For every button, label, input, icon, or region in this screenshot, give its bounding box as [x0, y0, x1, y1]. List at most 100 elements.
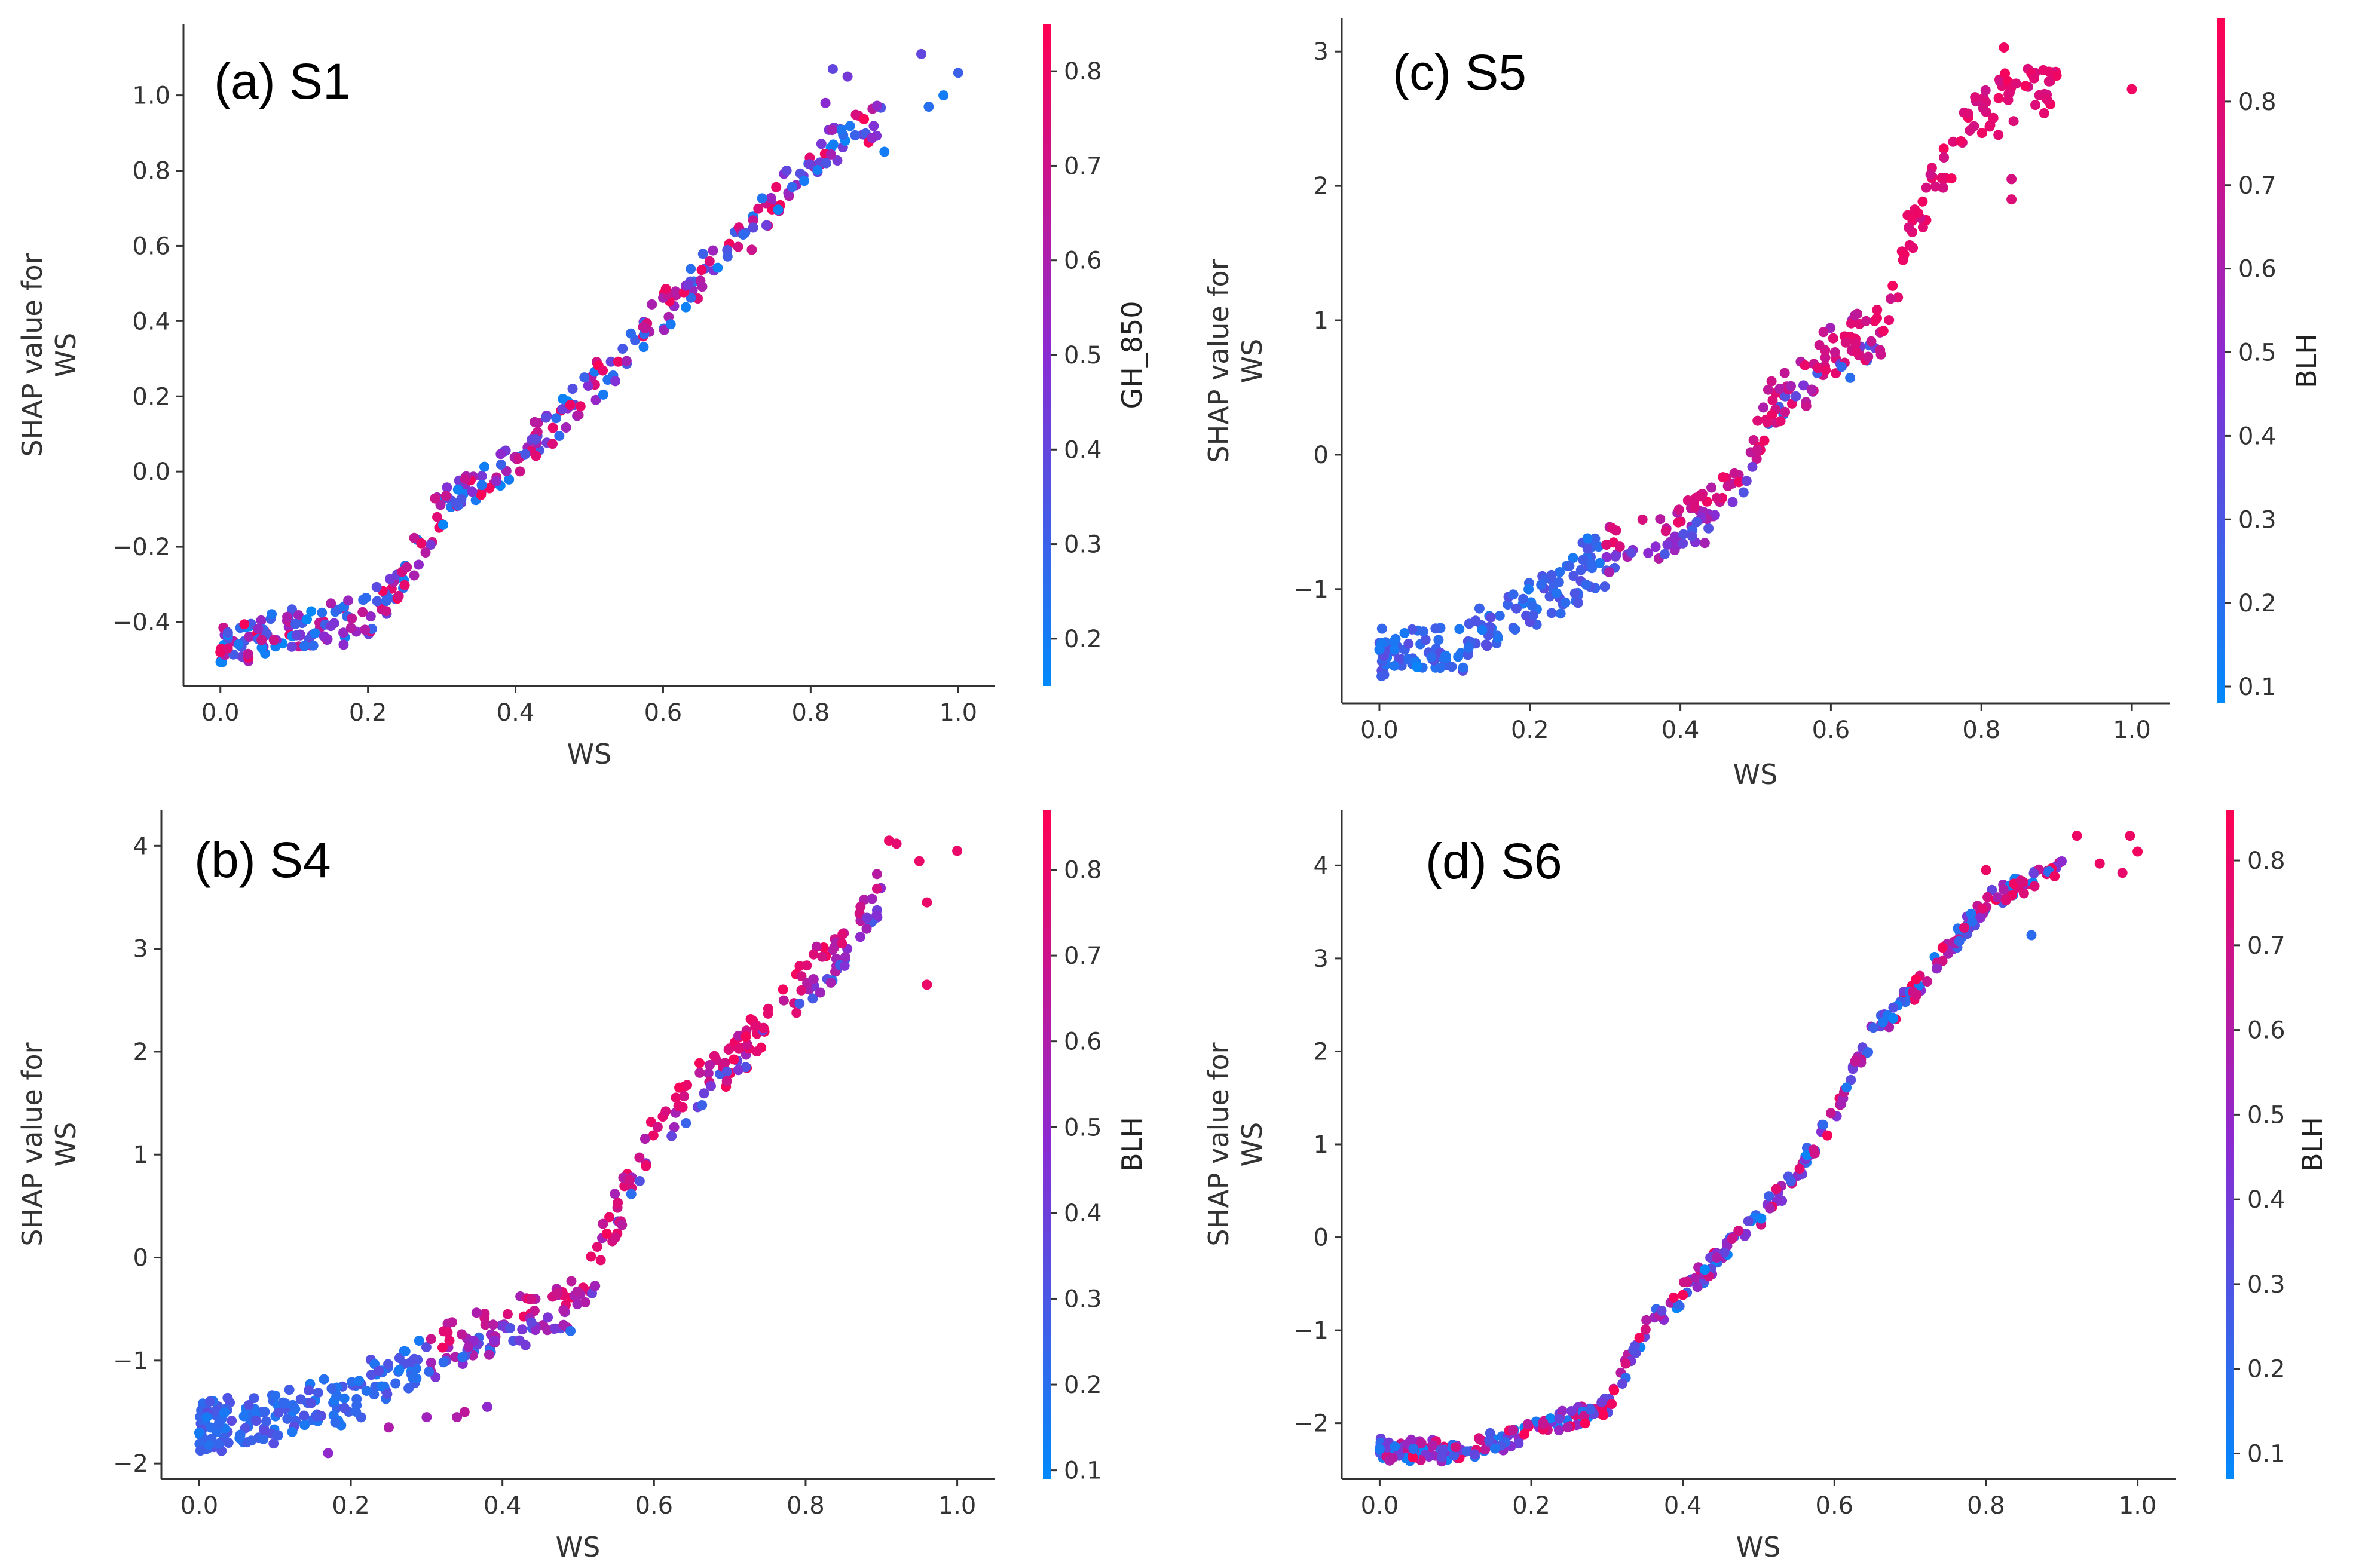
data-point [2015, 875, 2026, 886]
data-point [1747, 461, 1758, 472]
data-point [862, 912, 873, 923]
data-point [476, 489, 487, 500]
y-tick-label: 0 [1314, 442, 1329, 469]
data-point [1878, 326, 1889, 336]
data-point [354, 1376, 365, 1386]
data-point [504, 474, 515, 485]
x-tick-label: 0.0 [1361, 1492, 1399, 1520]
colorbar-tick-label: 0.1 [1064, 1457, 1102, 1485]
panel-title: (a) S1 [214, 53, 351, 109]
data-point [1932, 963, 1942, 974]
colorbar-tick-label: 0.5 [1064, 342, 1102, 369]
data-point [1580, 1418, 1590, 1429]
data-point [1741, 476, 1752, 486]
data-point [1719, 1247, 1730, 1258]
data-point [1560, 597, 1571, 608]
data-point [682, 1080, 693, 1091]
x-tick-label: 0.6 [1812, 716, 1850, 744]
y-tick-label: −1 [1293, 576, 1329, 604]
data-point [1966, 908, 1976, 919]
data-point [1939, 152, 1950, 163]
data-point [357, 607, 368, 617]
y-tick-label: 1.0 [132, 82, 170, 110]
data-point [871, 883, 882, 894]
data-point [586, 1251, 596, 1262]
data-point [671, 1092, 681, 1103]
data-point [291, 630, 302, 641]
data-point [558, 1304, 569, 1315]
data-point [1851, 347, 1862, 357]
data-point [1692, 1282, 1703, 1293]
data-point [529, 1306, 540, 1316]
data-point [479, 1309, 490, 1319]
data-point [339, 1402, 350, 1413]
data-point [1689, 501, 1700, 512]
data-point [572, 1286, 583, 1297]
x-tick-label: 1.0 [2119, 1492, 2157, 1520]
data-point [605, 356, 616, 367]
data-point [733, 1043, 744, 1054]
data-point [1416, 1438, 1427, 1448]
data-point [1575, 565, 1586, 575]
data-point [1712, 492, 1722, 503]
y-tick-label: 2 [1314, 1038, 1329, 1065]
data-point [2094, 858, 2105, 869]
data-point [1376, 623, 1387, 634]
data-point [1474, 603, 1485, 614]
y-axis-label-line: WS [1236, 339, 1268, 384]
data-point [484, 1349, 494, 1360]
data-point [317, 607, 328, 618]
data-point [1820, 345, 1831, 356]
data-point [1888, 1013, 1899, 1024]
data-point [530, 416, 540, 427]
data-point [256, 635, 267, 645]
data-point [243, 1400, 254, 1410]
data-point [1484, 1435, 1495, 1446]
data-point [1846, 1074, 1856, 1085]
data-point [1389, 660, 1400, 671]
data-point [733, 241, 743, 252]
data-point [1959, 922, 1969, 933]
colorbar-tick-label: 0.3 [1064, 1285, 1102, 1313]
data-point [1808, 1144, 1819, 1155]
data-point [476, 471, 487, 482]
colorbar-label: GH_850 [1116, 301, 1148, 409]
data-point [1553, 577, 1564, 587]
x-tick-label: 0.4 [1664, 1492, 1702, 1520]
data-point [421, 1412, 432, 1423]
data-point [1690, 1272, 1701, 1283]
data-point [1650, 541, 1661, 552]
data-point [313, 1388, 323, 1398]
data-point [2003, 89, 2014, 99]
data-point [816, 139, 827, 149]
data-point [938, 90, 949, 101]
colorbar-tick-label: 0.6 [2238, 256, 2277, 283]
data-point [827, 125, 837, 136]
data-point [1885, 293, 1896, 304]
data-point [1828, 333, 1838, 344]
data-point [1765, 1203, 1775, 1214]
data-point [1669, 531, 1680, 542]
y-axis-label-line: WS [50, 333, 82, 378]
panel-title: (b) S4 [194, 832, 331, 888]
data-point [476, 480, 487, 491]
data-point [699, 1088, 709, 1099]
data-point [2006, 174, 2017, 185]
data-point [273, 1407, 284, 1418]
data-point [641, 1160, 651, 1171]
data-point [1936, 173, 1947, 183]
data-point [686, 264, 696, 274]
data-point [244, 632, 255, 642]
data-point [1454, 624, 1465, 635]
data-point [491, 476, 502, 486]
data-point [256, 642, 267, 653]
data-point [482, 1401, 492, 1412]
data-point [729, 1054, 739, 1065]
data-point [541, 412, 552, 423]
data-point [799, 176, 810, 186]
data-point [697, 249, 708, 259]
data-point [1977, 903, 1988, 914]
data-point [626, 328, 636, 339]
data-point [660, 284, 671, 294]
